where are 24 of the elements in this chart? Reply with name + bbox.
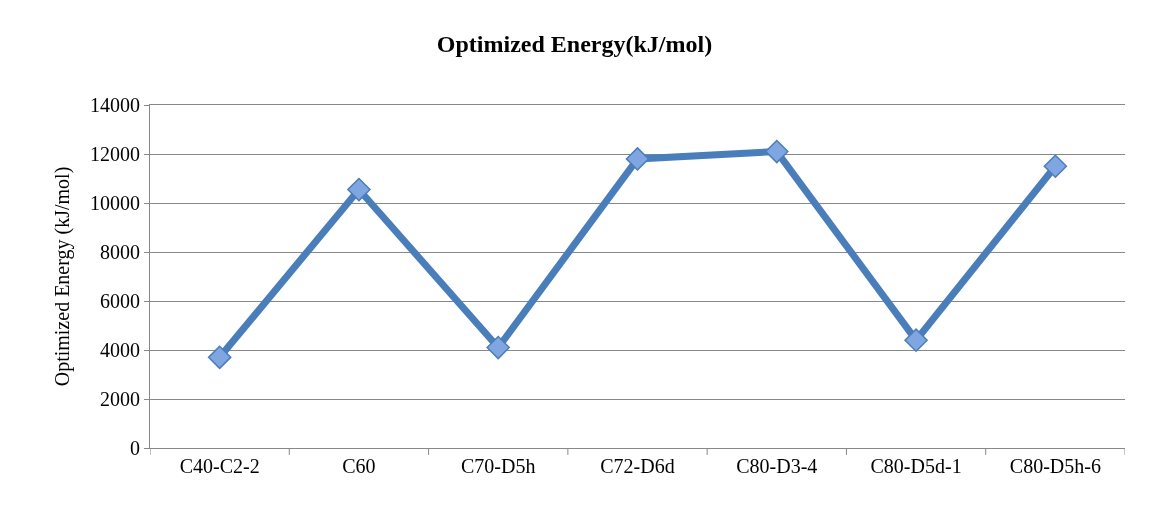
point [207, 345, 232, 370]
y-tick-label: 4000 [100, 339, 140, 361]
point [486, 335, 511, 360]
x-tick-label: C70-D5h [460, 455, 536, 477]
point [1043, 154, 1068, 179]
y-tick-label: 8000 [100, 241, 140, 263]
point [347, 177, 371, 202]
y-tick-label: 14000 [90, 94, 140, 116]
x-tick-label: C80-D5d-1 [870, 455, 962, 477]
point [764, 139, 789, 164]
x-tick-label: C72-D6d [600, 455, 675, 477]
x-tick-label: C40-C2-2 [179, 455, 260, 477]
x-tick-label: C80-D3-4 [736, 455, 818, 477]
y-tick-label: 6000 [100, 290, 140, 312]
y-axis-title: Optimized Energy (kJ/mol) [50, 166, 74, 387]
y-tick-label: 12000 [90, 143, 140, 165]
point [625, 147, 650, 171]
x-tick-label: C80-D5h-6 [1009, 455, 1101, 477]
x-tick-label: C60 [342, 455, 376, 477]
y-tick-label: 0 [130, 437, 140, 459]
y-tick-label: 10000 [90, 192, 140, 214]
point [904, 328, 928, 352]
y-tick-label: 2000 [100, 388, 140, 410]
chart-title: Optimized Energy(kJ/mol) [436, 31, 713, 58]
